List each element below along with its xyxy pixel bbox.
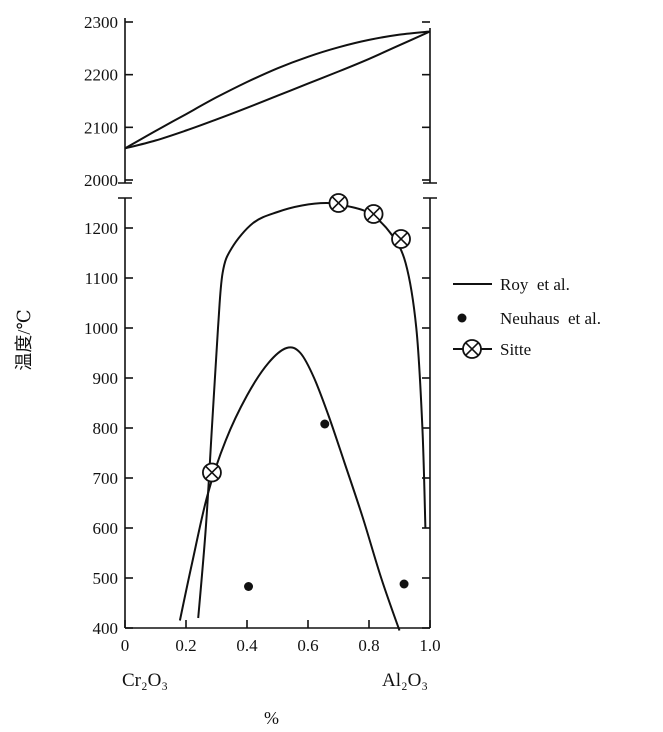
right-break-mark (423, 182, 437, 199)
y-tick-label-400: 400 (93, 619, 119, 638)
curve-solidus (124, 30, 431, 150)
legend-dot-symbol (457, 313, 467, 323)
y-axis-label: 温度/℃ (14, 309, 34, 370)
legend-label-neuhaus: Neuhaus et al. (500, 309, 601, 328)
sitte-markers (202, 193, 411, 483)
neuhaus-point-2 (399, 579, 409, 589)
curve-liquidus (124, 30, 431, 150)
x-axis-label: % (264, 708, 279, 728)
upper-curves (124, 30, 431, 150)
sitte-point-2 (363, 204, 384, 224)
sitte-point-1 (328, 193, 349, 213)
axis-break (118, 182, 437, 199)
x-tick-label-0.6: 0.6 (297, 636, 318, 655)
legend-label-sitte: Sitte (500, 340, 531, 359)
curve-roy-inner (178, 346, 401, 631)
y-tick-label-2000: 2000 (84, 171, 118, 190)
lower-panel: 400 500 600 700 800 900 1000 1100 1200 0 0.2 0.4 0.… (84, 193, 441, 655)
sitte-point-0-cross-b (204, 465, 219, 480)
x-end-label: Al₂O₃ (382, 670, 428, 691)
legend-sitte-marker-cross-b (465, 342, 479, 356)
legend: Roy et al. Neuhaus et al. Sitte (453, 275, 601, 359)
y-tick-label-700: 700 (93, 469, 119, 488)
y-tick-label-600: 600 (93, 519, 119, 538)
x-tick-label-0: 0 (121, 636, 130, 655)
x-tick-label-0.2: 0.2 (175, 636, 196, 655)
x-tick-label-1.0: 1.0 (419, 636, 440, 655)
sitte-point-3 (391, 229, 411, 249)
x-tick-label-0.4: 0.4 (236, 636, 258, 655)
y-tick-label-2200: 2200 (84, 66, 118, 85)
left-break-mark (118, 182, 132, 199)
legend-label-roy: Roy et al. (500, 275, 570, 294)
x-tick-label-0.8: 0.8 (358, 636, 379, 655)
y-tick-label-1100: 1100 (85, 269, 118, 288)
y-tick-label-2300: 2300 (84, 13, 118, 32)
sitte-point-3-cross-b (394, 232, 408, 246)
y-tick-label-1000: 1000 (84, 319, 118, 338)
legend-circle-cross-symbol (453, 339, 492, 359)
y-tick-label-900: 900 (93, 369, 119, 388)
legend-sitte-marker (462, 339, 482, 359)
x-ticks: 0 0.2 0.4 0.6 0.8 1.0 (121, 620, 441, 655)
sitte-point-0 (202, 462, 222, 483)
sitte-point-2-cross-b (366, 207, 381, 221)
curve-roy-outer (197, 201, 427, 619)
upper-panel: 2000 2100 2200 2300 (84, 13, 431, 190)
neuhaus-point-0 (244, 582, 254, 591)
lower-curves (178, 201, 427, 631)
x-start-label: Cr₂O₃ (122, 670, 168, 691)
neuhaus-point-1 (320, 419, 330, 429)
y-tick-label-2100: 2100 (84, 118, 118, 137)
lower-y-ticks: 400 500 600 700 800 900 1000 1100 1200 (84, 219, 430, 638)
upper-y-ticks: 2000 2100 2200 2300 (84, 13, 430, 190)
y-tick-label-800: 800 (93, 419, 119, 438)
y-tick-label-500: 500 (93, 569, 119, 588)
sitte-point-1-cross-b (331, 196, 346, 210)
y-tick-label-1200: 1200 (84, 219, 118, 238)
neuhaus-markers (244, 419, 409, 591)
